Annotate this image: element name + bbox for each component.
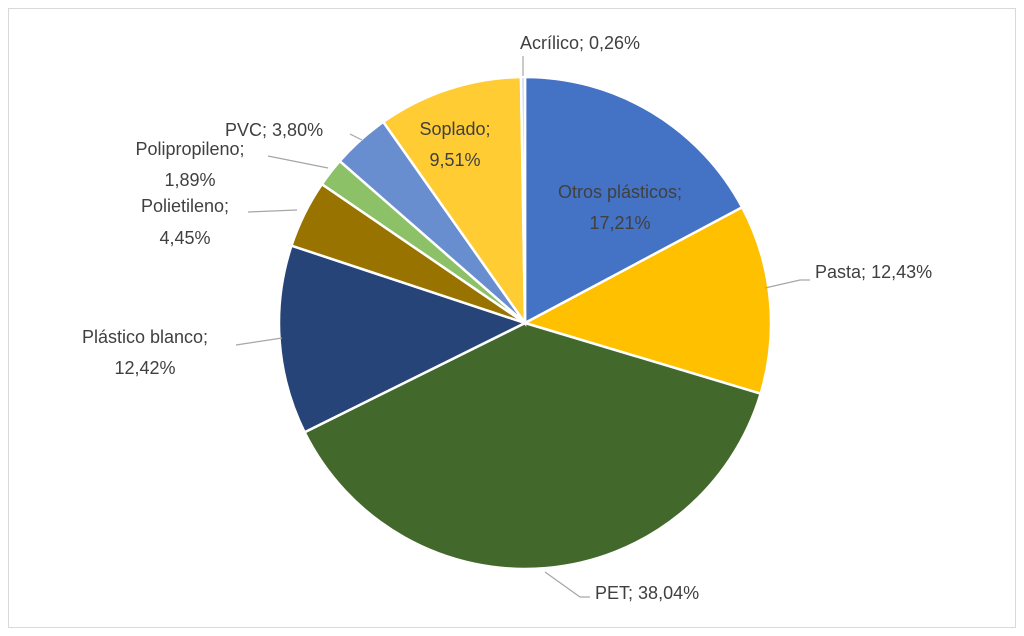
- data-label: Otros plásticos; 17,21%: [558, 182, 682, 233]
- label-value: 12,43%: [871, 262, 932, 282]
- label-value: 1,89%: [164, 170, 215, 190]
- label-value: 38,04%: [638, 583, 699, 603]
- label-category: Polipropileno: [135, 139, 239, 159]
- label-separator: ;: [861, 262, 866, 282]
- label-separator: ;: [224, 196, 229, 216]
- label-value: 9,51%: [429, 150, 480, 170]
- label-category: Otros plásticos: [558, 182, 677, 202]
- pie-slice: [277, 244, 529, 434]
- label-separator: ;: [677, 182, 682, 202]
- data-label: PET; 38,04%: [595, 583, 699, 603]
- label-separator: ;: [579, 33, 584, 53]
- pie-slice: [523, 75, 744, 326]
- label-category: Plástico blanco: [82, 327, 203, 347]
- label-separator: ;: [240, 139, 245, 159]
- data-label: Soplado; 9,51%: [419, 119, 490, 170]
- pie-slice: [381, 75, 527, 328]
- data-label: Pasta; 12,43%: [815, 262, 932, 282]
- label-value: 12,42%: [114, 358, 175, 378]
- label-separator: ;: [262, 120, 267, 140]
- data-label: Polipropileno; 1,89%: [135, 139, 244, 190]
- leader-line: [764, 279, 810, 289]
- label-category: Polietileno: [141, 196, 224, 216]
- leader-line: [349, 133, 363, 141]
- data-label: Plástico blanco; 12,42%: [82, 327, 208, 378]
- leader-line: [544, 571, 590, 598]
- label-value: 17,21%: [589, 213, 650, 233]
- data-label: PVC; 3,80%: [225, 120, 323, 140]
- leader-line: [247, 209, 298, 213]
- label-category: PVC: [225, 120, 262, 140]
- label-separator: ;: [486, 119, 491, 139]
- label-separator: ;: [628, 583, 633, 603]
- label-value: 3,80%: [272, 120, 323, 140]
- data-label: Acrílico; 0,26%: [520, 33, 640, 53]
- label-value: 4,45%: [159, 228, 210, 248]
- leader-line: [267, 155, 329, 169]
- data-label: Polietileno; 4,45%: [141, 196, 229, 248]
- label-category: PET: [595, 583, 630, 603]
- label-category: Acrílico: [520, 33, 579, 53]
- pie-slice: [519, 75, 527, 324]
- label-separator: ;: [203, 327, 208, 347]
- label-category: Soplado: [419, 119, 485, 139]
- pie-slice: [521, 205, 773, 396]
- pie-slice: [302, 321, 763, 571]
- label-category: Pasta: [815, 262, 862, 282]
- label-value: 0,26%: [589, 33, 640, 53]
- leader-line: [235, 337, 283, 346]
